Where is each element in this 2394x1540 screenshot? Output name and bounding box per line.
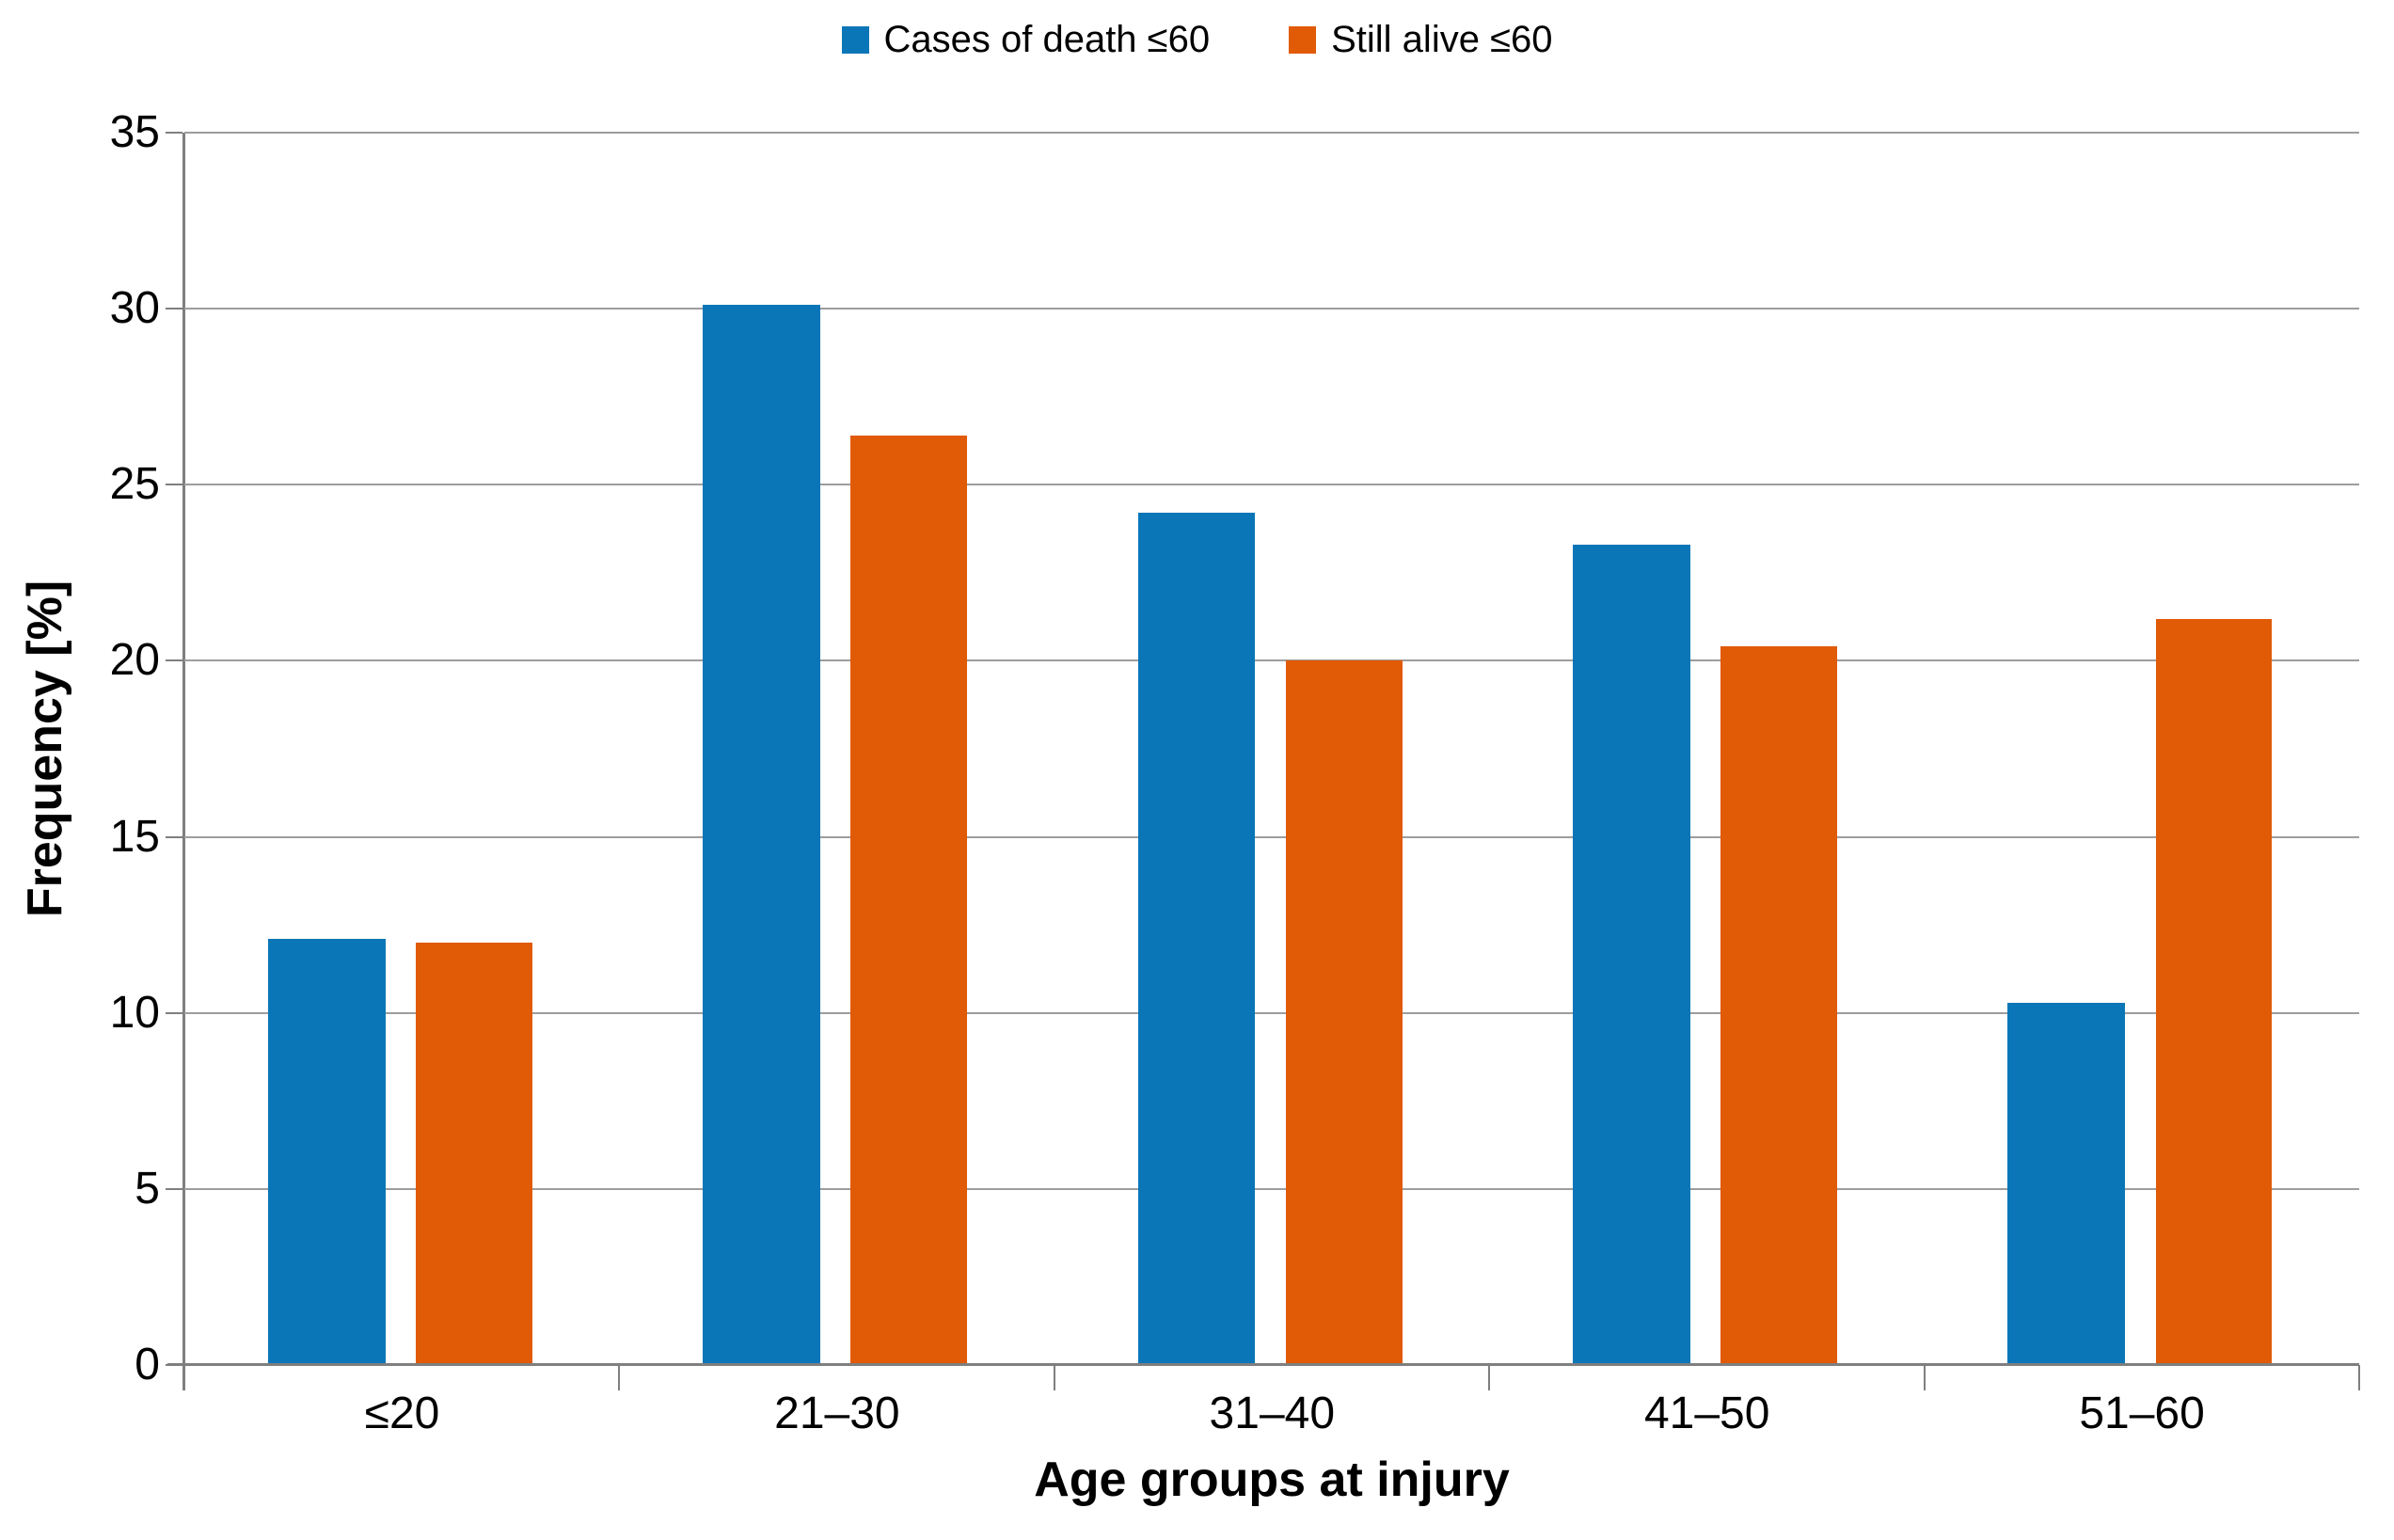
y-tick-label-35: 35 <box>109 107 160 157</box>
legend-swatch-orange <box>1289 25 1317 54</box>
bar-group-21–30 <box>619 133 1054 1365</box>
bar-death-31–40 <box>1137 513 1256 1365</box>
y-tick-20 <box>166 659 182 662</box>
y-axis-title: Frequency [%] <box>18 579 72 918</box>
y-tick-label-30: 30 <box>109 283 160 334</box>
bar-death-≤20 <box>267 939 386 1365</box>
legend-label: Still alive ≤60 <box>1331 19 1553 60</box>
bar-alive-41–50 <box>1720 646 1838 1365</box>
bar-alive-51–60 <box>2155 618 2273 1365</box>
plot-area <box>166 132 2360 1390</box>
gridline-15 <box>184 835 2359 838</box>
y-tick-label-10: 10 <box>109 987 160 1038</box>
y-tick-10 <box>166 1011 182 1014</box>
bar-alive-31–40 <box>1285 660 1403 1365</box>
x-axis-tick <box>1923 1365 1926 1390</box>
bar-group-51–60 <box>1925 133 2359 1365</box>
x-axis-line <box>167 1363 2359 1366</box>
y-tick-label-25: 25 <box>109 459 160 510</box>
x-tick-label-≤20: ≤20 <box>364 1389 440 1438</box>
x-axis-tick <box>618 1365 621 1390</box>
bar-alive-≤20 <box>415 942 532 1365</box>
y-tick-5 <box>166 1187 182 1190</box>
gridline-10 <box>184 1011 2359 1014</box>
legend-item-cases-of-death: Cases of death ≤60 <box>841 21 1210 58</box>
bar-group-31–40 <box>1054 133 1489 1365</box>
x-axis-tick <box>183 1365 185 1390</box>
gridline-35 <box>184 132 2359 134</box>
legend-label: Cases of death ≤60 <box>883 19 1211 60</box>
bar-death-21–30 <box>703 305 820 1365</box>
y-tick-label-15: 15 <box>109 811 160 862</box>
bar-group-41–50 <box>1489 133 1924 1365</box>
y-tick-label-5: 5 <box>135 1163 160 1214</box>
x-tick-label-51–60: 51–60 <box>2079 1389 2205 1438</box>
y-tick-15 <box>166 835 182 838</box>
x-tick-label-41–50: 41–50 <box>1643 1389 1770 1438</box>
bar-death-51–60 <box>2007 1002 2126 1365</box>
gridline-30 <box>184 308 2359 310</box>
gridline-25 <box>184 484 2359 486</box>
y-tick-30 <box>166 308 182 310</box>
bar-group-≤20 <box>184 133 619 1365</box>
gridline-5 <box>184 1187 2359 1190</box>
legend-item-still-alive: Still alive ≤60 <box>1289 19 1553 60</box>
legend-swatch-blue <box>841 25 869 54</box>
bar-death-41–50 <box>1572 544 1690 1365</box>
x-tick-label-21–30: 21–30 <box>774 1389 900 1438</box>
y-tick-25 <box>166 484 182 486</box>
y-tick-35 <box>166 132 182 134</box>
y-axis-line <box>182 133 185 1390</box>
legend: Cases of death ≤60 Still alive ≤60 <box>841 19 1553 60</box>
y-tick-label-0: 0 <box>135 1340 160 1389</box>
x-axis-tick <box>2358 1365 2360 1390</box>
x-axis-tick <box>1053 1365 1055 1390</box>
x-axis-tick <box>1488 1365 1491 1390</box>
x-tick-label-31–40: 31–40 <box>1209 1389 1336 1438</box>
gridline-20 <box>184 659 2359 662</box>
bar-alive-21–30 <box>850 435 968 1365</box>
x-axis-title: Age groups at injury <box>1034 1453 1510 1507</box>
y-tick-label-20: 20 <box>109 635 160 686</box>
